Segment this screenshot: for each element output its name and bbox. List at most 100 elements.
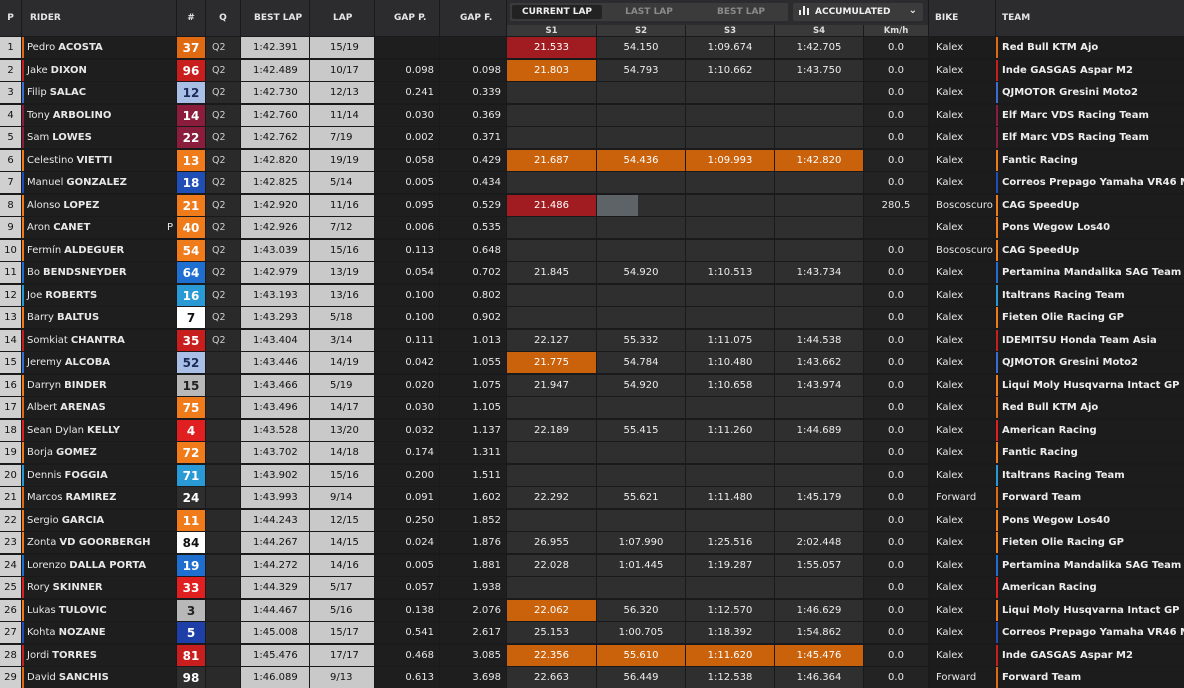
rider-cell[interactable]: Sam LOWES [22,127,176,148]
qualifying-cell [206,420,240,441]
team-color-bar [996,262,998,283]
team-cell: Liqui Moly Husqvarna Intact GP [996,375,1184,396]
rider-cell[interactable]: Rory SKINNER [22,577,176,598]
rider-last-name: SKINNER [52,582,103,593]
best-lap-cell: 1:42.979 [241,262,309,283]
position-cell: 17 [0,397,21,418]
sector-s1-cell [507,577,596,598]
bike-cell: Forward [929,667,995,688]
rider-cell[interactable]: Borja GOMEZ [22,442,176,463]
rider-cell[interactable]: Darryn BINDER [22,375,176,396]
rider-cell[interactable]: Joe ROBERTS [22,285,176,306]
rider-team-color-bar [22,375,24,396]
rider-cell[interactable]: Jeremy ALCOBA [22,352,176,373]
rider-cell[interactable]: Bo BENDSNEYDER [22,262,176,283]
bike-cell: Kalex [929,465,995,486]
team-cell: Fantic Racing [996,150,1184,171]
rider-team-color-bar [22,465,24,486]
rider-cell[interactable]: Aron CANET P [22,217,176,238]
lap-count-cell: 14/15 [310,532,374,553]
rider-cell[interactable]: Marcos RAMIREZ [22,487,176,508]
rider-number-badge: 5 [177,622,205,643]
rider-cell[interactable]: Kohta NOZANE [22,622,176,643]
best-lap-cell: 1:42.762 [241,127,309,148]
rider-first-name: Filip [27,87,47,98]
rider-cell[interactable]: Lorenzo DALLA PORTA [22,555,176,576]
rider-cell[interactable]: Barry BALTUS [22,307,176,328]
team-color-bar [996,442,998,463]
qualifying-cell: Q2 [206,105,240,126]
position-cell: 13 [0,307,21,328]
rider-cell[interactable]: Sean Dylan KELLY [22,420,176,441]
speed-cell: 0.0 [864,262,928,283]
rider-cell[interactable]: Jordi TORRES [22,645,176,666]
rider-cell[interactable]: Fermín ALDEGUER [22,240,176,261]
speed-cell: 0.0 [864,577,928,598]
rider-last-name: KELLY [87,425,121,436]
position-cell: 26 [0,600,21,621]
rider-cell[interactable]: Albert ARENAS [22,397,176,418]
rider-number-badge: 16 [177,285,205,306]
rider-cell[interactable]: Jake DIXON [22,60,176,81]
sector-s4-cell: 1:42.705 [775,37,863,58]
rider-cell[interactable]: Pedro ACOSTA [22,37,176,58]
rider-cell[interactable]: Lukas TULOVIC [22,600,176,621]
rider-team-color-bar [22,195,24,216]
sector-s3-cell: 1:18.392 [686,622,774,643]
sector-s1-cell: 21.947 [507,375,596,396]
sector-s1-cell: 22.062 [507,600,596,621]
header-s2: S2 [597,25,685,36]
rider-first-name: Tony [27,110,50,121]
tab-current-lap[interactable]: CURRENT LAP [521,7,593,17]
rider-number-badge: 81 [177,645,205,666]
qualifying-cell: Q2 [206,172,240,193]
rider-cell[interactable]: Zonta VD GOORBERGH [22,532,176,553]
rider-cell[interactable]: Dennis FOGGIA [22,465,176,486]
gap-previous-cell: 0.250 [375,510,439,531]
header-bike: BIKE [929,0,995,36]
bike-cell: Boscoscuro [929,240,995,261]
sector-s2-cell: 55.332 [597,330,685,351]
rider-cell[interactable]: Manuel GONZALEZ [22,172,176,193]
rider-last-name: BINDER [64,380,107,391]
sector-s1-cell: 22.127 [507,330,596,351]
sector-s3-cell [686,172,774,193]
rider-cell[interactable]: Somkiat CHANTRA [22,330,176,351]
position-cell: 1 [0,37,21,58]
sector-s1-cell: 21.533 [507,37,596,58]
position-cell: 25 [0,577,21,598]
rider-cell[interactable]: Tony ARBOLINO [22,105,176,126]
sector-s3-cell: 1:25.516 [686,532,774,553]
accumulated-select[interactable]: ACCUMULATED ⌄ [793,3,923,21]
rider-first-name: Celestino [27,155,74,166]
sector-s4-cell: 1:43.974 [775,375,863,396]
rider-last-name: ALDEGUER [64,245,125,256]
sector-s4-cell [775,465,863,486]
chevron-down-icon: ⌄ [908,5,917,16]
bike-cell: Kalex [929,127,995,148]
rider-first-name: Joe [27,290,43,301]
best-lap-cell: 1:44.467 [241,600,309,621]
rider-last-name: VIETTI [76,155,113,166]
sector-s1-cell: 21.845 [507,262,596,283]
rider-cell[interactable]: Filip SALAC [22,82,176,103]
tab-best-lap[interactable]: BEST LAP [716,7,766,17]
best-lap-cell: 1:43.039 [241,240,309,261]
rider-number-badge: 22 [177,127,205,148]
sector-s1-cell [507,127,596,148]
sector-s4-cell: 1:46.629 [775,600,863,621]
qualifying-cell: Q2 [206,285,240,306]
rider-cell[interactable]: Sergio GARCIA [22,510,176,531]
qualifying-cell [206,465,240,486]
rider-number-badge: 19 [177,555,205,576]
lap-count-cell: 15/17 [310,622,374,643]
tab-last-lap[interactable]: LAST LAP [625,7,673,17]
lap-count-cell: 7/12 [310,217,374,238]
sector-s2-cell: 54.793 [597,60,685,81]
lap-count-cell: 15/16 [310,240,374,261]
rider-cell[interactable]: Alonso LOPEZ [22,195,176,216]
rider-cell[interactable]: Celestino VIETTI [22,150,176,171]
lap-count-cell: 3/14 [310,330,374,351]
sector-s2-cell: 54.920 [597,262,685,283]
rider-cell[interactable]: David SANCHIS [22,667,176,688]
